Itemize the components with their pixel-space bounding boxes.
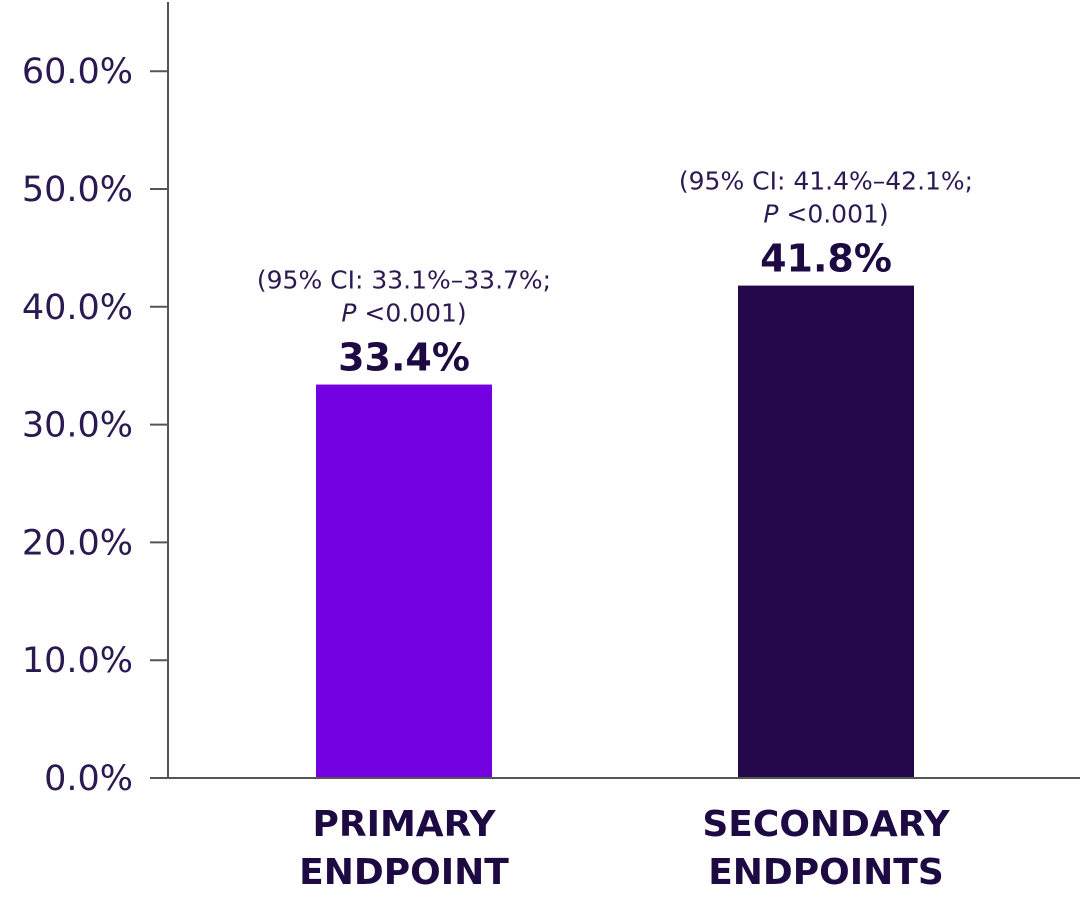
category-label: ENDPOINT: [299, 852, 509, 893]
category-labels: PRIMARY ENDPOINT SECONDARY ENDPOINTS: [299, 804, 950, 893]
bar-value-label: 33.4%: [338, 336, 470, 380]
y-tick-label: 20.0%: [22, 523, 133, 563]
bars: [316, 285, 914, 778]
bar-ci-label: (95% CI: 33.1%–33.7%;: [257, 266, 551, 295]
category-label: SECONDARY: [702, 804, 950, 845]
bar-annotations: 33.4% P <0.001) (95% CI: 33.1%–33.7%; 41.8%…: [257, 167, 973, 380]
bar-p-value-label: P <0.001): [763, 200, 888, 229]
bar-primary-endpoint: [316, 384, 492, 778]
y-axis-ticks: 0.0% 10.0% 20.0% 30.0% 40.0% 50.0% 60.0%: [22, 52, 168, 799]
category-label: ENDPOINTS: [708, 852, 944, 893]
y-tick-label: 0.0%: [44, 759, 133, 799]
bar-secondary-endpoints: [738, 285, 914, 778]
y-tick-label: 50.0%: [22, 170, 133, 210]
bar-p-value-label: P <0.001): [341, 299, 466, 328]
bar-ci-label: (95% CI: 41.4%–42.1%;: [679, 167, 973, 196]
bar-value-label: 41.8%: [760, 237, 892, 281]
y-tick-label: 10.0%: [22, 641, 133, 681]
y-tick-label: 30.0%: [22, 406, 133, 446]
category-label: PRIMARY: [312, 804, 496, 845]
y-tick-label: 40.0%: [22, 288, 133, 328]
y-tick-label: 60.0%: [22, 52, 133, 92]
